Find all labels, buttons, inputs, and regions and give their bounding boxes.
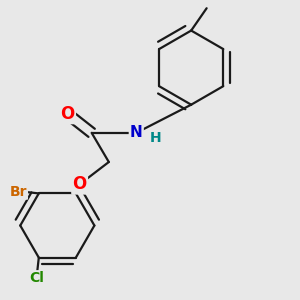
Text: Br: Br — [9, 185, 27, 199]
Text: O: O — [73, 175, 87, 193]
Text: Cl: Cl — [30, 271, 44, 285]
Text: O: O — [61, 105, 75, 123]
Text: N: N — [130, 125, 142, 140]
Text: H: H — [149, 131, 161, 145]
